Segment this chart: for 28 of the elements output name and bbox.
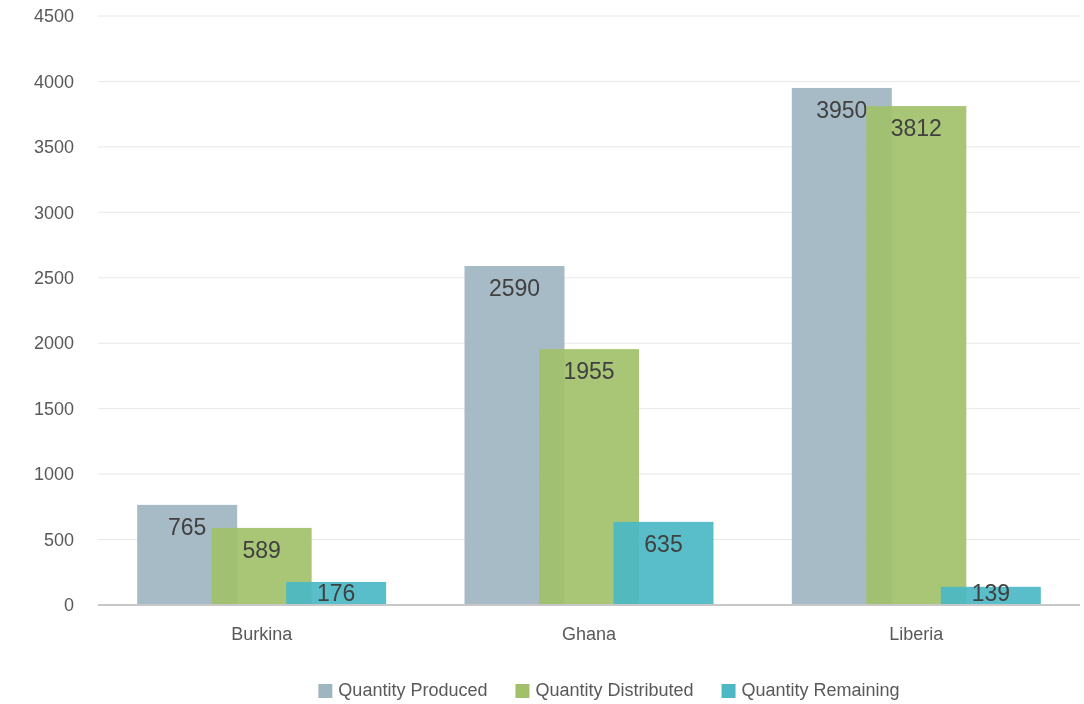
data-label: 765 <box>167 513 207 540</box>
bar <box>539 349 639 605</box>
data-label: 3812 <box>890 115 942 142</box>
bar <box>866 106 967 605</box>
legend-label: Quantity Distributed <box>535 680 694 700</box>
legend-label: Quantity Remaining <box>741 680 900 700</box>
y-tick-label: 4500 <box>33 6 74 27</box>
data-label: 176 <box>316 580 356 606</box>
y-tick-label: 2500 <box>33 268 74 289</box>
data-label: 1955 <box>563 358 615 385</box>
x-tick-label: Burkina <box>231 623 294 644</box>
y-tick-label: 3000 <box>33 202 74 223</box>
bar <box>613 521 714 605</box>
y-tick-label: 1000 <box>33 464 74 485</box>
legend-label: Quantity Produced <box>338 680 488 700</box>
data-label: 139 <box>971 580 1011 606</box>
y-tick-label: 500 <box>43 529 74 550</box>
y-tick-label: 0 <box>63 595 74 616</box>
y-tick-label: 4000 <box>33 71 74 92</box>
x-tick-label: Ghana <box>561 623 618 644</box>
y-tick-label: 2000 <box>33 333 74 354</box>
x-tick-label: Liberia <box>889 623 945 644</box>
y-tick-label: 1500 <box>33 398 74 419</box>
y-tick-label: 3500 <box>33 137 74 158</box>
data-label: 3950 <box>816 96 868 123</box>
data-label: 635 <box>644 530 683 557</box>
data-label: 589 <box>242 536 281 563</box>
data-label: 2590 <box>488 275 541 301</box>
